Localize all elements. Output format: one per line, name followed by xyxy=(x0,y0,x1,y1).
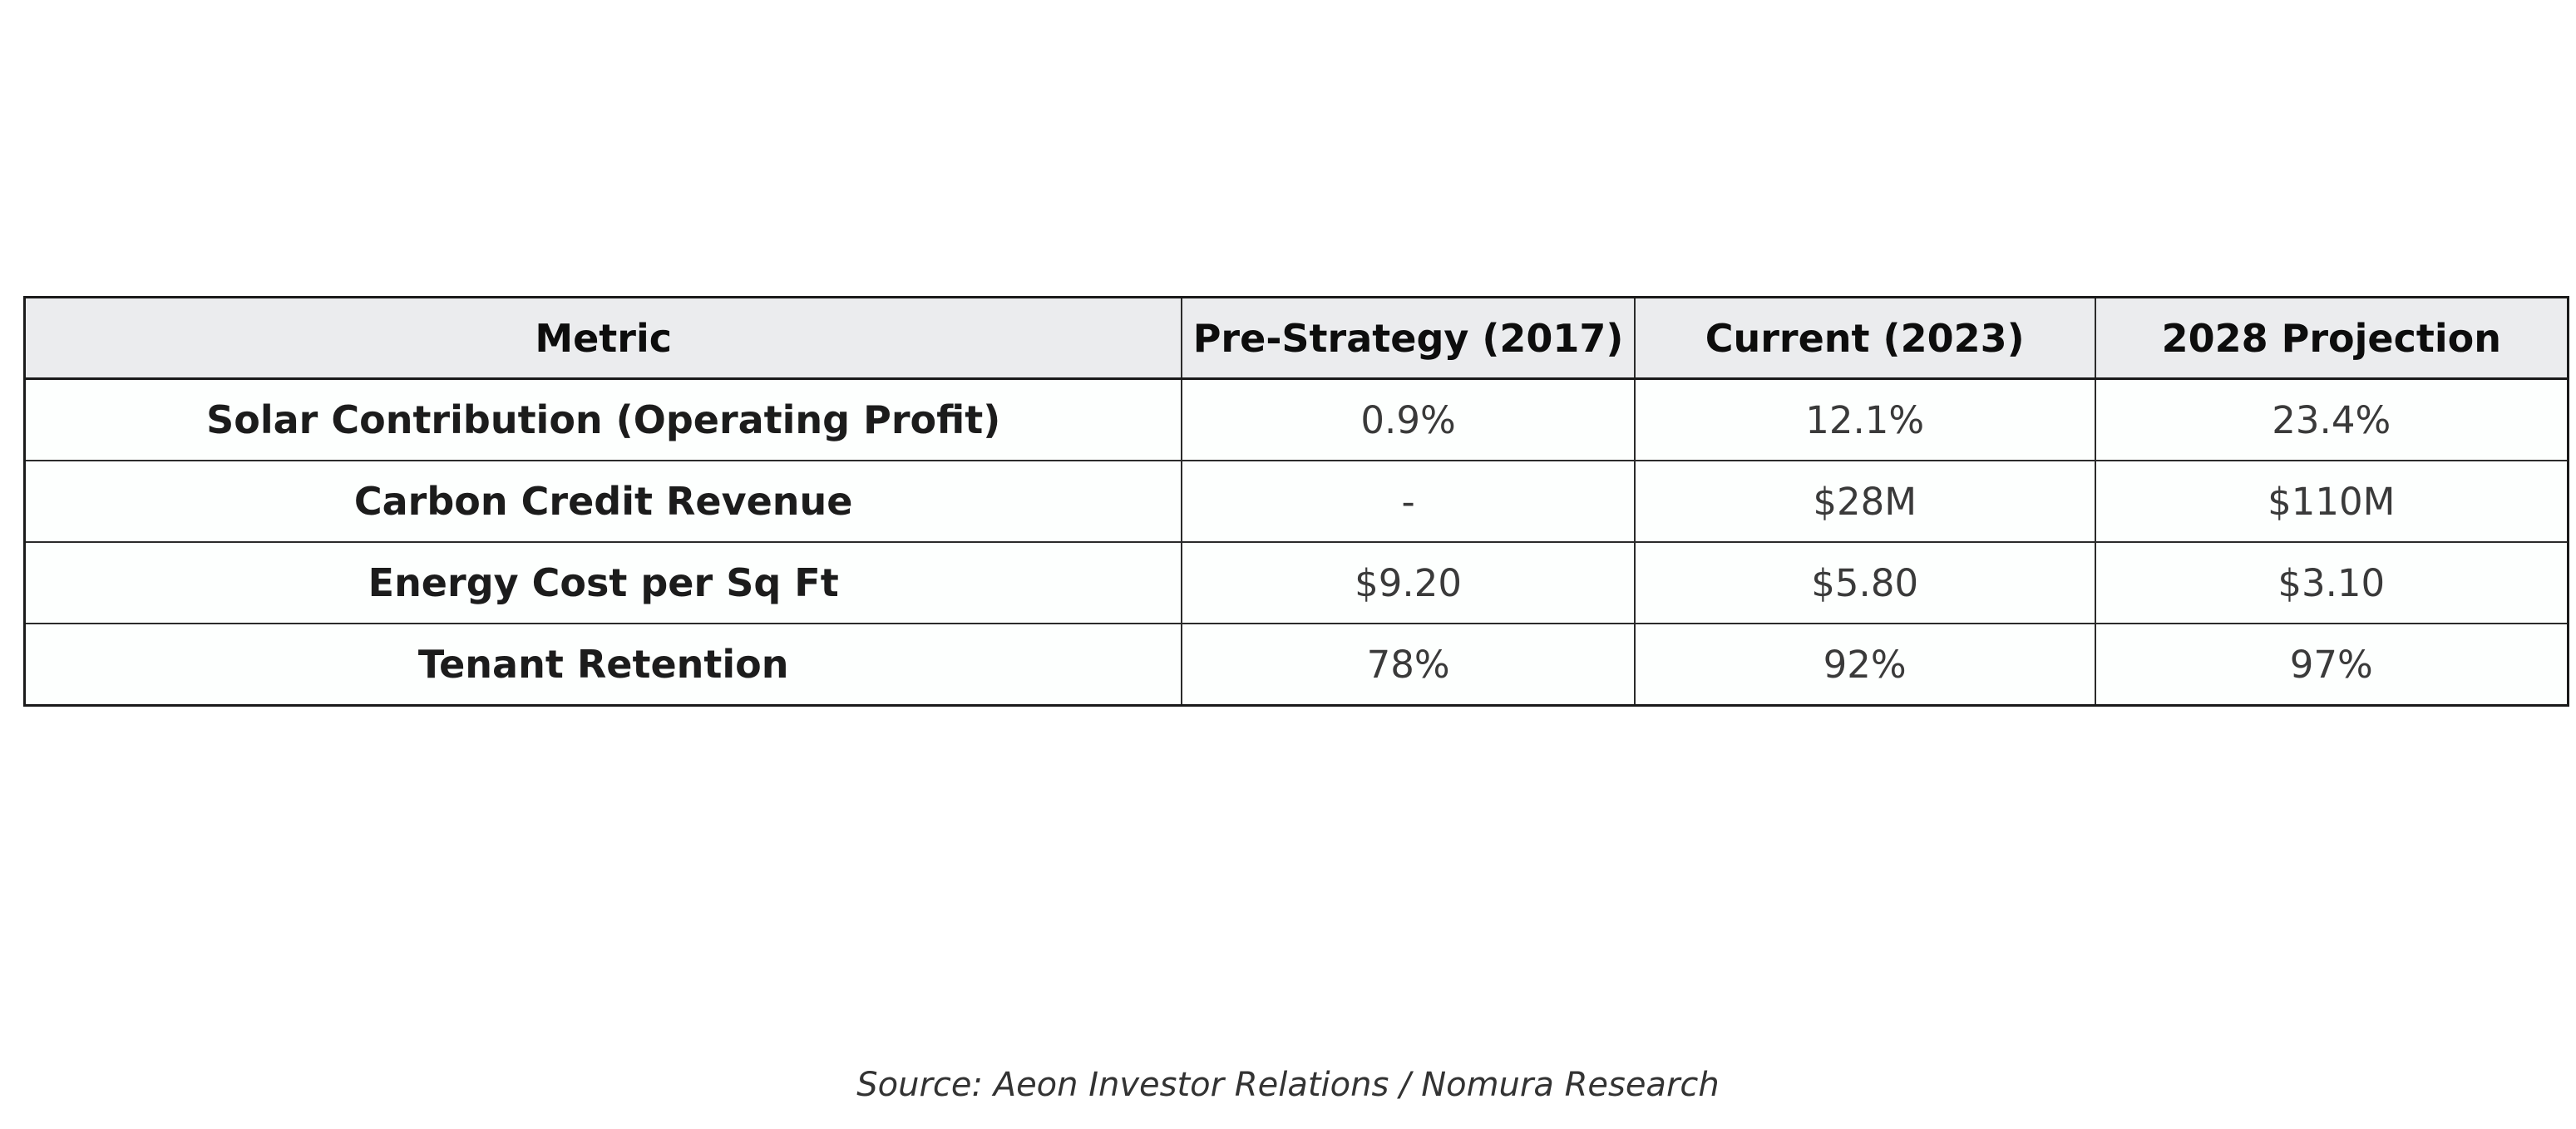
table-row: Solar Contribution (Operating Profit) 0.9… xyxy=(23,377,2569,461)
metrics-table: Metric Pre-Strategy (2017) Current (2023) 2… xyxy=(23,296,2569,707)
table-row: Tenant Retention 78% 92% 97% xyxy=(23,623,2569,707)
column-header: 2028 Projection xyxy=(2094,296,2569,380)
metric-cell: Tenant Retention xyxy=(23,623,1183,707)
value-cell: 12.1% xyxy=(1633,377,2096,461)
column-header: Metric xyxy=(23,296,1183,380)
value-cell: 23.4% xyxy=(2094,377,2569,461)
header-row: Metric Pre-Strategy (2017) Current (2023) 2… xyxy=(23,296,2569,380)
metric-cell: Carbon Credit Revenue xyxy=(23,460,1183,543)
table-row: Carbon Credit Revenue - $28M $110M xyxy=(23,460,2569,543)
value-cell: $5.80 xyxy=(1633,541,2096,624)
column-header: Current (2023) xyxy=(1633,296,2096,380)
column-header: Pre-Strategy (2017) xyxy=(1181,296,1636,380)
value-cell: 78% xyxy=(1181,623,1636,707)
value-cell: $9.20 xyxy=(1181,541,1636,624)
table-row: Energy Cost per Sq Ft $9.20 $5.80 $3.10 xyxy=(23,541,2569,624)
value-cell: $28M xyxy=(1633,460,2096,543)
value-cell: $3.10 xyxy=(2094,541,2569,624)
metric-cell: Solar Contribution (Operating Profit) xyxy=(23,377,1183,461)
value-cell: $110M xyxy=(2094,460,2569,543)
value-cell: 92% xyxy=(1633,623,2096,707)
value-cell: - xyxy=(1181,460,1636,543)
value-cell: 97% xyxy=(2094,623,2569,707)
metric-cell: Energy Cost per Sq Ft xyxy=(23,541,1183,624)
table-body: Solar Contribution (Operating Profit) 0.9… xyxy=(23,377,2569,707)
value-cell: 0.9% xyxy=(1181,377,1636,461)
source-note: Source: Aeon Investor Relations / Nomura… xyxy=(856,1066,1720,1104)
